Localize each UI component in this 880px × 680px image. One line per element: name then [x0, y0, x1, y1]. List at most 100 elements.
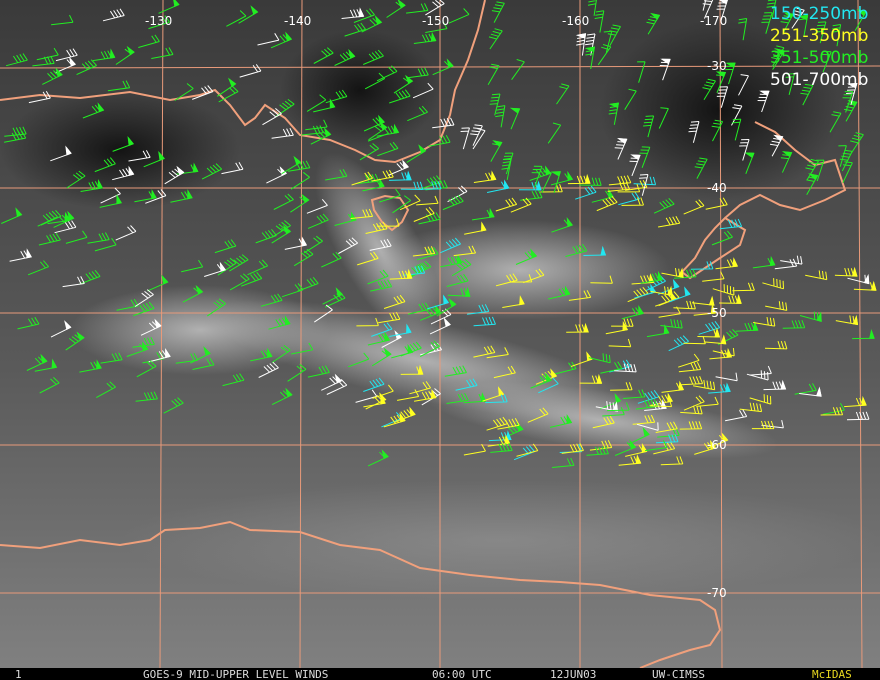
wind-barb: [307, 213, 329, 229]
barb-pennant: [775, 48, 786, 56]
barb-pennant: [406, 323, 412, 334]
barb-pennant: [642, 427, 650, 438]
barb-staff: [473, 316, 496, 327]
wind-barb: [600, 361, 623, 374]
barb-staff: [293, 248, 314, 267]
wind-barb: [716, 0, 728, 21]
barb-pennant: [684, 286, 691, 297]
wind-barb: [136, 360, 157, 378]
wind-barb: [697, 327, 721, 338]
barb-staff: [702, 0, 714, 19]
barb-pennant: [650, 12, 661, 21]
barb-staff: [614, 363, 637, 373]
barb-pennant: [219, 261, 227, 272]
grid-labels: -130 -140 -150 -160 -170 -30 -40 -50 -60…: [145, 14, 727, 600]
wind-barb: [624, 88, 637, 110]
wind-barb: [305, 119, 328, 131]
barb-staff: [649, 398, 673, 408]
wind-barb: [636, 422, 659, 431]
barb-staff: [683, 336, 706, 345]
wind-barb: [761, 419, 784, 429]
barb-pennant: [176, 165, 185, 176]
wind-barb: [693, 379, 716, 391]
wind-barb: [715, 372, 738, 382]
barb-pennant: [575, 33, 587, 39]
barb-staff: [413, 206, 435, 222]
barb-pennant: [808, 173, 819, 181]
barb-pennant: [192, 162, 199, 173]
wind-barb: [738, 74, 749, 96]
barb-staff: [307, 213, 329, 229]
wind-barb: [618, 454, 642, 466]
barb-pennant: [732, 257, 739, 268]
barb-pennant: [379, 177, 385, 188]
barb-staff: [592, 415, 615, 429]
barb-staff: [766, 0, 777, 19]
wind-barb: [334, 211, 357, 226]
legend-entry: 351-500mb: [770, 48, 868, 68]
barb-pennant: [430, 31, 437, 42]
barb-pennant: [861, 395, 867, 406]
wind-barb: [201, 163, 223, 180]
barb-staff: [717, 329, 739, 345]
wind-barb: [334, 48, 356, 66]
wind-barb: [268, 315, 291, 330]
wind-barb: [275, 99, 295, 117]
barb-pennant: [15, 207, 23, 218]
barb-staff: [658, 306, 681, 318]
wind-barb: [757, 90, 770, 113]
wind-barb: [608, 338, 632, 348]
barb-pennant: [856, 9, 867, 17]
barb-staff: [135, 391, 158, 402]
barb-staff: [561, 443, 584, 454]
barb-staff: [287, 363, 307, 382]
barb-staff: [502, 152, 514, 175]
barb-pennant: [329, 98, 336, 109]
wind-barb: [440, 254, 463, 268]
barb-pennant: [545, 372, 552, 383]
wind-barb: [632, 414, 656, 425]
wind-barb: [34, 358, 58, 372]
wind-barb: [744, 152, 755, 174]
wind-barb: [617, 184, 641, 193]
wind-barb: [389, 89, 411, 104]
barb-pennant: [40, 353, 48, 364]
wind-barb: [637, 61, 646, 83]
wind-barb: [608, 102, 620, 125]
barb-staff: [207, 298, 226, 317]
wind-barb: [717, 329, 739, 345]
barb-staff: [357, 251, 379, 266]
barb-staff: [406, 3, 429, 14]
latitude-label: -70: [707, 586, 727, 600]
wind-barb: [87, 232, 110, 244]
barb-staff: [814, 159, 825, 182]
wind-barb: [509, 107, 521, 130]
wind-barb: [36, 47, 59, 61]
barb-staff: [353, 8, 375, 23]
wind-barb: [271, 345, 291, 363]
wind-barb: [271, 387, 293, 406]
barb-pennant: [126, 45, 135, 56]
barb-staff: [831, 24, 842, 47]
barb-pennant: [505, 430, 512, 441]
barb-staff: [607, 24, 621, 46]
barb-pennant: [667, 285, 673, 297]
wind-barb: [635, 398, 659, 410]
barb-staff: [222, 373, 245, 387]
wind-barb: [4, 126, 27, 137]
wind-barb: [112, 165, 135, 181]
barb-staff: [501, 157, 512, 180]
wind-barb: [221, 162, 244, 175]
barb-pennant: [154, 318, 162, 329]
wind-barb: [509, 274, 533, 283]
wind-barb: [668, 335, 689, 352]
wind-barb: [502, 152, 514, 175]
wind-barb: [464, 221, 487, 235]
barb-pennant: [443, 317, 451, 328]
barb-staff: [600, 361, 623, 374]
barb-pennant: [97, 102, 105, 113]
barb-staff: [383, 294, 406, 309]
wind-barb: [107, 80, 131, 92]
barb-staff: [636, 422, 659, 431]
